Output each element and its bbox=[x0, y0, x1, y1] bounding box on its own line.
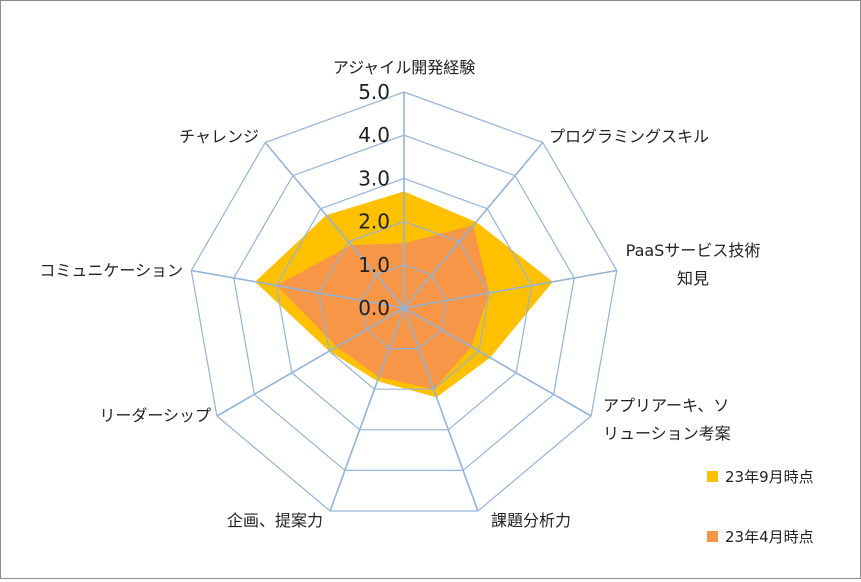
grid-spoke-8 bbox=[191, 269, 405, 309]
grid-spoke-5 bbox=[403, 307, 479, 512]
grid-spoke-2 bbox=[403, 141, 544, 309]
grid-spoke-7 bbox=[216, 307, 405, 417]
grid-spoke-6 bbox=[329, 307, 405, 512]
axis-label-8: コミュニケーション bbox=[39, 261, 183, 280]
legend-label-1: 23年9月時点 bbox=[725, 468, 814, 486]
grid-spoke-4 bbox=[403, 307, 592, 417]
tick-label: 3.0 bbox=[358, 166, 390, 190]
tick-label: 4.0 bbox=[358, 123, 390, 147]
grid-ring-2 bbox=[318, 220, 490, 390]
legend-label-2: 23年4月時点 bbox=[725, 528, 814, 546]
series-area-2 bbox=[276, 225, 490, 390]
legend-swatch-2 bbox=[707, 531, 718, 542]
axis-label-5: 課題分析力 bbox=[491, 511, 571, 530]
tick-label: 0.0 bbox=[358, 296, 390, 320]
grid-spoke-9 bbox=[264, 141, 405, 309]
axis-label-4: アプリアーキ、ソリューション考案 bbox=[603, 396, 731, 443]
legend-swatch-1 bbox=[707, 471, 718, 482]
grid-ring-3 bbox=[275, 177, 533, 431]
grid-ring-5 bbox=[190, 91, 618, 512]
grid-spoke-3 bbox=[403, 269, 617, 309]
tick-label: 2.0 bbox=[358, 210, 390, 234]
grid-ring-4 bbox=[233, 134, 575, 471]
grid-ring-1 bbox=[360, 264, 448, 350]
tick-label: 5.0 bbox=[358, 80, 390, 104]
tick-layer: 0.0 1.0 2.0 3.0 4.0 5.0 bbox=[358, 80, 390, 320]
axis-label-1: アジャイル開発経験 bbox=[333, 58, 476, 77]
axis-label-9: チャレンジ bbox=[179, 127, 259, 146]
axis-label-2: プログラミングスキル bbox=[549, 127, 709, 146]
axis-label-3: PaaSサービス技術知見 bbox=[626, 241, 761, 288]
tick-label: 1.0 bbox=[358, 253, 390, 277]
legend: 23年9月時点 23年4月時点 bbox=[707, 468, 814, 546]
axis-label-7: リーダーシップ bbox=[99, 406, 211, 425]
axis-label-6: 企画、提案力 bbox=[227, 511, 323, 530]
grid-layer bbox=[190, 91, 618, 512]
